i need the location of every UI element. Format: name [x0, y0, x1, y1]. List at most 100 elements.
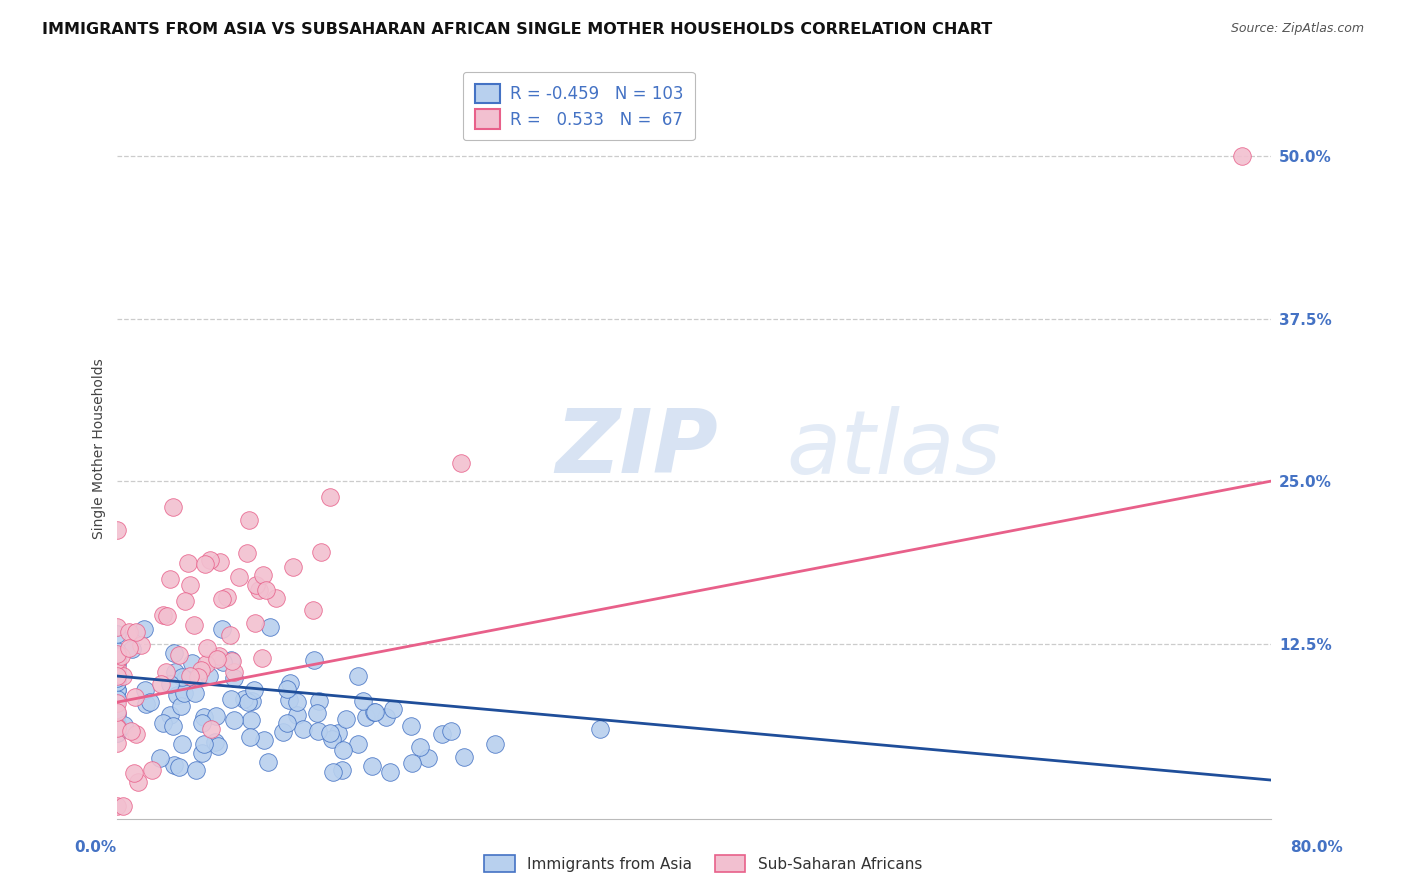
Point [322, 764, 344, 779]
Point [134, 682, 156, 697]
Point [159, 708, 181, 723]
Point [107, 716, 129, 731]
Point [152, 715, 174, 730]
Point [195, 641, 218, 656]
Point [121, 641, 143, 656]
Point [430, 727, 453, 741]
Point [107, 669, 129, 683]
Point [107, 696, 129, 710]
Point [232, 691, 254, 706]
Point [193, 737, 215, 751]
Point [240, 694, 263, 708]
Point [252, 567, 274, 582]
Point [382, 702, 405, 716]
Point [165, 665, 187, 679]
Point [212, 655, 235, 669]
Point [243, 616, 266, 631]
Point [238, 513, 260, 527]
Point [107, 661, 129, 675]
Point [180, 656, 202, 670]
Point [236, 546, 259, 560]
Point [107, 626, 129, 640]
Point [276, 682, 298, 697]
Point [335, 713, 357, 727]
Point [125, 624, 148, 639]
Point [239, 713, 262, 727]
Point [107, 657, 129, 672]
Point [375, 710, 398, 724]
Point [107, 721, 129, 735]
Point [253, 733, 276, 747]
Point [307, 706, 329, 721]
Point [285, 707, 308, 722]
Point [112, 717, 135, 731]
Point [361, 759, 384, 773]
Point [332, 763, 354, 777]
Point [245, 578, 267, 592]
Point [177, 557, 200, 571]
Point [107, 649, 129, 664]
Point [354, 709, 377, 723]
Text: atlas: atlas [786, 406, 1001, 491]
Point [278, 676, 301, 690]
Point [285, 695, 308, 709]
Text: Source: ZipAtlas.com: Source: ZipAtlas.com [1230, 22, 1364, 36]
Point [198, 669, 221, 683]
Point [302, 602, 325, 616]
Point [155, 665, 177, 679]
Point [347, 737, 370, 751]
Point [166, 688, 188, 702]
Point [254, 583, 277, 598]
Point [219, 652, 242, 666]
Point [309, 545, 332, 559]
Point [107, 648, 129, 663]
Point [173, 672, 195, 686]
Point [122, 765, 145, 780]
Point [184, 763, 207, 777]
Point [200, 723, 222, 737]
Point [409, 740, 432, 755]
Point [332, 743, 354, 757]
Point [364, 706, 387, 720]
Point [111, 669, 134, 683]
Point [207, 739, 229, 754]
Text: IMMIGRANTS FROM ASIA VS SUBSAHARAN AFRICAN SINGLE MOTHER HOUSEHOLDS CORRELATION : IMMIGRANTS FROM ASIA VS SUBSAHARAN AFRIC… [42, 22, 993, 37]
Point [107, 644, 129, 658]
Point [194, 657, 217, 671]
Point [170, 699, 193, 714]
Point [107, 671, 129, 685]
Point [107, 726, 129, 740]
Point [249, 583, 271, 598]
Point [221, 654, 243, 668]
Point [107, 663, 129, 677]
Point [127, 775, 149, 789]
Point [129, 638, 152, 652]
Point [211, 591, 233, 606]
Point [209, 555, 232, 569]
Point [172, 670, 194, 684]
Point [107, 647, 129, 661]
Point [352, 694, 374, 708]
Point [179, 669, 201, 683]
Point [159, 677, 181, 691]
Text: 0.0%: 0.0% [75, 840, 117, 855]
Point [167, 648, 190, 663]
Point [107, 523, 129, 537]
Point [453, 750, 475, 764]
Point [107, 736, 129, 750]
Point [125, 727, 148, 741]
Point [167, 760, 190, 774]
Point [264, 591, 287, 606]
Point [239, 730, 262, 744]
Point [302, 653, 325, 667]
Point [318, 725, 340, 739]
Point [110, 649, 132, 664]
Point [321, 731, 343, 746]
Point [159, 572, 181, 586]
Point [183, 618, 205, 632]
Point [219, 627, 242, 641]
Point [222, 671, 245, 685]
Point [149, 751, 172, 765]
Point [112, 799, 135, 814]
Point [152, 607, 174, 622]
